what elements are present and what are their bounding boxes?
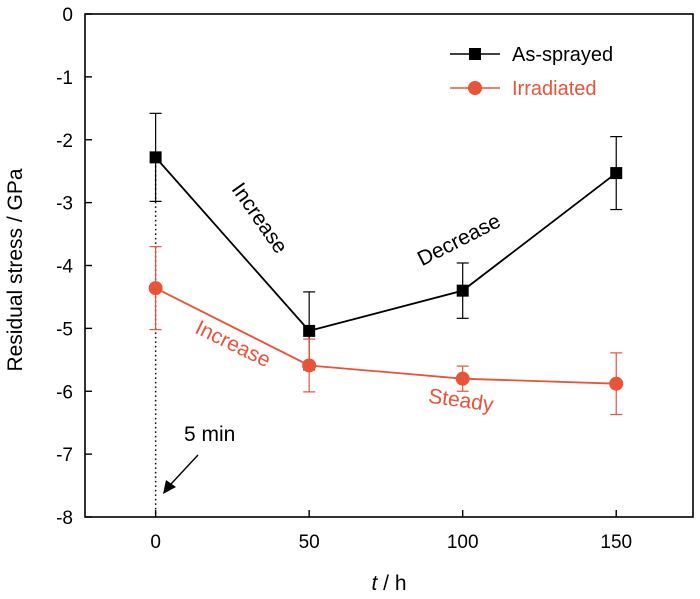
- y-tick-label: -6: [56, 382, 73, 403]
- five-min-arrow-head: [163, 480, 176, 494]
- y-tick-label: -1: [56, 68, 73, 89]
- legend-marker-as-sprayed: [469, 48, 481, 60]
- data-point-irradiated: [609, 376, 624, 391]
- series-line-as-sprayed: [154, 156, 617, 332]
- data-point-as-sprayed: [610, 167, 623, 180]
- y-tick-label: -5: [56, 319, 73, 340]
- y-axis-label: Residual stress / GPa: [4, 168, 27, 371]
- series-layer: [148, 112, 624, 416]
- annotation-increase-irradiated: Increase: [192, 316, 274, 372]
- y-tick-label: -2: [56, 131, 73, 152]
- five-min-arrow-shaft: [170, 454, 199, 485]
- x-axis-label-unit: / h: [377, 572, 406, 595]
- x-tick-label: 150: [600, 532, 632, 553]
- y-tick-label: -7: [56, 445, 73, 466]
- data-point-irradiated: [455, 371, 470, 386]
- x-tick-label: 0: [150, 532, 161, 553]
- data-point-irradiated: [302, 358, 317, 373]
- data-point-as-sprayed: [149, 151, 162, 164]
- annotation-decrease-as-sprayed: Decrease: [414, 210, 505, 271]
- annotation-increase-as-sprayed: Increase: [227, 179, 292, 258]
- y-tick-label: 0: [62, 5, 73, 26]
- data-point-as-sprayed: [303, 324, 316, 337]
- series-line-irradiated: [155, 287, 617, 385]
- data-point-as-sprayed: [456, 284, 469, 297]
- legend-label-irradiated: Irradiated: [512, 78, 597, 100]
- y-tick-label: -8: [56, 508, 73, 529]
- annotation-five-min: 5 min: [184, 423, 235, 446]
- x-axis-label-variable: t: [371, 572, 378, 595]
- annotation-steady-irradiated: Steady: [427, 385, 495, 417]
- legend-label-as-sprayed: As-sprayed: [512, 44, 613, 66]
- x-tick-label: 100: [447, 532, 479, 553]
- series-as-sprayed: [149, 112, 623, 371]
- legend: As-sprayed Irradiated: [450, 44, 613, 100]
- y-tick-label: -3: [56, 194, 73, 215]
- plot-area-frame: [84, 13, 694, 518]
- legend-marker-irradiated: [468, 81, 482, 95]
- x-axis-label: t / h: [371, 572, 406, 595]
- x-axis-ticks: 0 50 100 150: [150, 510, 632, 553]
- y-tick-label: -4: [56, 257, 73, 278]
- y-axis-ticks: 0 -1 -2 -3 -4 -5 -6 -7 -8: [56, 5, 92, 529]
- data-point-irradiated: [148, 281, 163, 296]
- series-irradiated: [148, 246, 624, 416]
- x-tick-label: 50: [299, 532, 320, 553]
